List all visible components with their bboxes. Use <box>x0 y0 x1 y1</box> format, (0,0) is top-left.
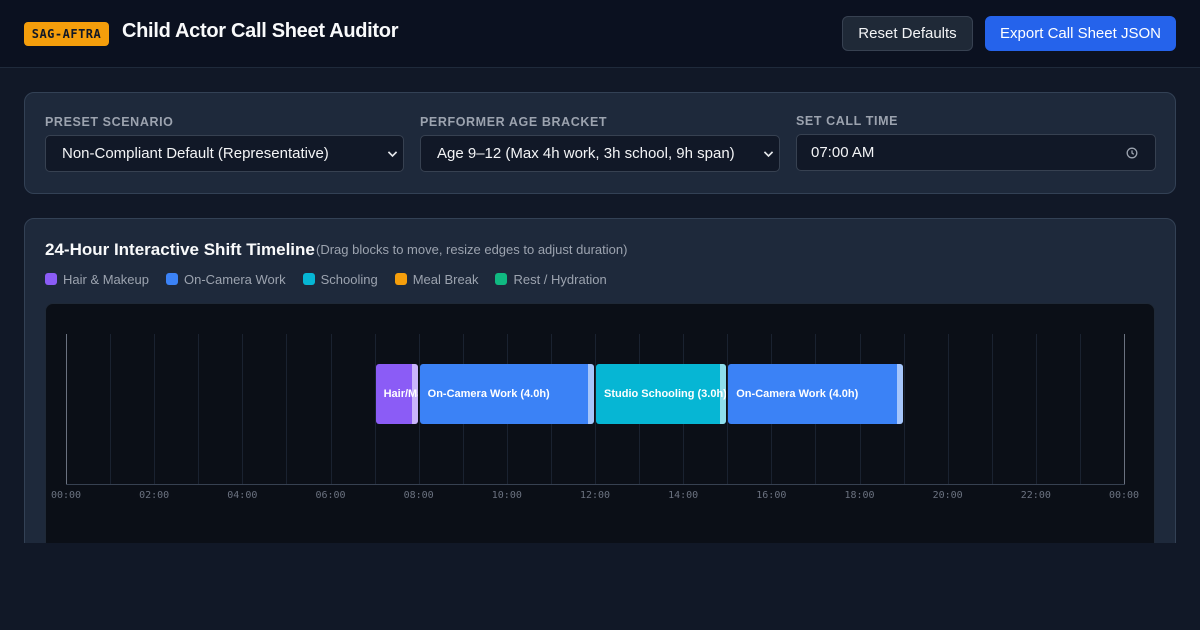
tick-label: 06:00 <box>315 490 346 501</box>
call-time-label: SET CALL TIME <box>796 114 899 128</box>
legend-swatch <box>495 273 508 285</box>
gridline <box>1035 334 1037 484</box>
timeline-hint: (Drag blocks to move, resize edges to ad… <box>316 242 628 257</box>
chevron-down-icon <box>763 151 774 158</box>
shift-block[interactable]: Hair/Makeup (1.0h) <box>375 364 418 424</box>
shift-block-label: Hair/Makeup (1.0h) <box>383 388 418 400</box>
union-badge: SAG-AFTRA <box>24 22 109 46</box>
tick-label: 14:00 <box>668 490 699 501</box>
shift-block[interactable]: On-Camera Work (4.0h) <box>419 364 594 424</box>
top-bar: SAG-AFTRA Child Actor Call Sheet Auditor… <box>0 0 1200 68</box>
age-label: PERFORMER AGE BRACKET <box>420 115 608 129</box>
tick-label: 18:00 <box>844 490 875 501</box>
legend-item: Meal Break <box>394 271 479 287</box>
legend-label: Hair & Makeup <box>63 271 149 287</box>
age-value: Age 9–12 (Max 4h work, 3h school, 9h spa… <box>437 145 735 162</box>
app-title: Child Actor Call Sheet Auditor <box>122 20 399 42</box>
chevron-down-icon <box>387 151 398 158</box>
tick-label: 08:00 <box>403 490 434 501</box>
gridline <box>947 334 949 484</box>
timeline-track[interactable]: 00:00 02:00 04:00 06:00 08:00 10:00 12:00 14:00… <box>45 303 1155 563</box>
gridline <box>242 334 244 484</box>
time-axis <box>66 484 1125 485</box>
gridline <box>66 334 67 484</box>
clock-icon[interactable] <box>1125 146 1139 160</box>
gridline <box>198 334 200 484</box>
tick-label: 22:00 <box>1020 490 1051 501</box>
preset-label: PRESET SCENARIO <box>45 115 174 129</box>
gridline <box>374 334 376 484</box>
resize-handle[interactable] <box>896 364 903 424</box>
gridline <box>1079 334 1081 484</box>
legend-item: Rest / Hydration <box>495 271 607 287</box>
shift-block-label: On-Camera Work (4.0h) <box>736 388 859 400</box>
gridline <box>286 334 288 484</box>
gridline <box>595 334 596 484</box>
gridline <box>991 334 993 484</box>
tick-label: 10:00 <box>491 490 522 501</box>
legend-item: On-Camera Work <box>165 271 286 287</box>
tick-label: 20:00 <box>932 490 963 501</box>
gridline <box>110 334 112 484</box>
tick-label: 16:00 <box>756 490 787 501</box>
page-background <box>0 543 1200 630</box>
gridline <box>903 334 905 484</box>
shift-block[interactable]: On-Camera Work (4.0h) <box>728 364 903 424</box>
timeline-panel: 24-Hour Interactive Shift Timeline (Drag… <box>24 218 1176 563</box>
legend-label: Meal Break <box>412 271 479 287</box>
legend-swatch <box>45 273 57 285</box>
resize-handle[interactable] <box>720 364 727 424</box>
legend-swatch <box>394 273 407 285</box>
tick-label: 00:00 <box>1108 490 1140 501</box>
age-select[interactable]: Age 9–12 (Max 4h work, 3h school, 9h spa… <box>420 135 780 172</box>
tick-label: 04:00 <box>227 490 258 501</box>
export-json-button[interactable]: Export Call Sheet JSON <box>985 16 1176 51</box>
legend: Hair & Makeup On-Camera Work Schooling Meal… <box>45 271 624 287</box>
shift-block-label: On-Camera Work (4.0h) <box>427 388 550 400</box>
call-time-value: 07:00 AM <box>811 144 875 161</box>
legend-item: Hair & Makeup <box>45 272 149 287</box>
preset-select[interactable]: Non-Compliant Default (Representative) <box>45 135 404 172</box>
call-time-input[interactable]: 07:00 AM <box>796 134 1156 171</box>
tick-label: 00:00 <box>50 490 82 501</box>
tick-label: 02:00 <box>139 490 170 501</box>
legend-item: Schooling <box>302 271 378 287</box>
resize-handle[interactable] <box>411 364 418 424</box>
timeline-title: 24-Hour Interactive Shift Timeline <box>45 240 315 259</box>
legend-label: Schooling <box>320 271 378 287</box>
gridline <box>154 334 156 484</box>
reset-defaults-button[interactable]: Reset Defaults <box>842 16 973 51</box>
gridline <box>418 334 420 484</box>
tick-label: 12:00 <box>579 490 611 501</box>
legend-swatch <box>302 273 315 285</box>
gridline <box>330 334 332 484</box>
gridline <box>1124 334 1125 484</box>
shift-block[interactable]: Studio Schooling (3.0h) <box>596 364 727 424</box>
gridline <box>727 334 729 484</box>
legend-label: Rest / Hydration <box>513 271 607 287</box>
preset-value: Non-Compliant Default (Representative) <box>62 145 329 162</box>
shift-block-label: Studio Schooling (3.0h) <box>604 388 727 400</box>
controls-panel: PRESET SCENARIO Non-Compliant Default (R… <box>24 92 1176 194</box>
legend-label: On-Camera Work <box>183 271 286 287</box>
resize-handle[interactable] <box>587 364 594 424</box>
legend-swatch <box>165 273 178 285</box>
